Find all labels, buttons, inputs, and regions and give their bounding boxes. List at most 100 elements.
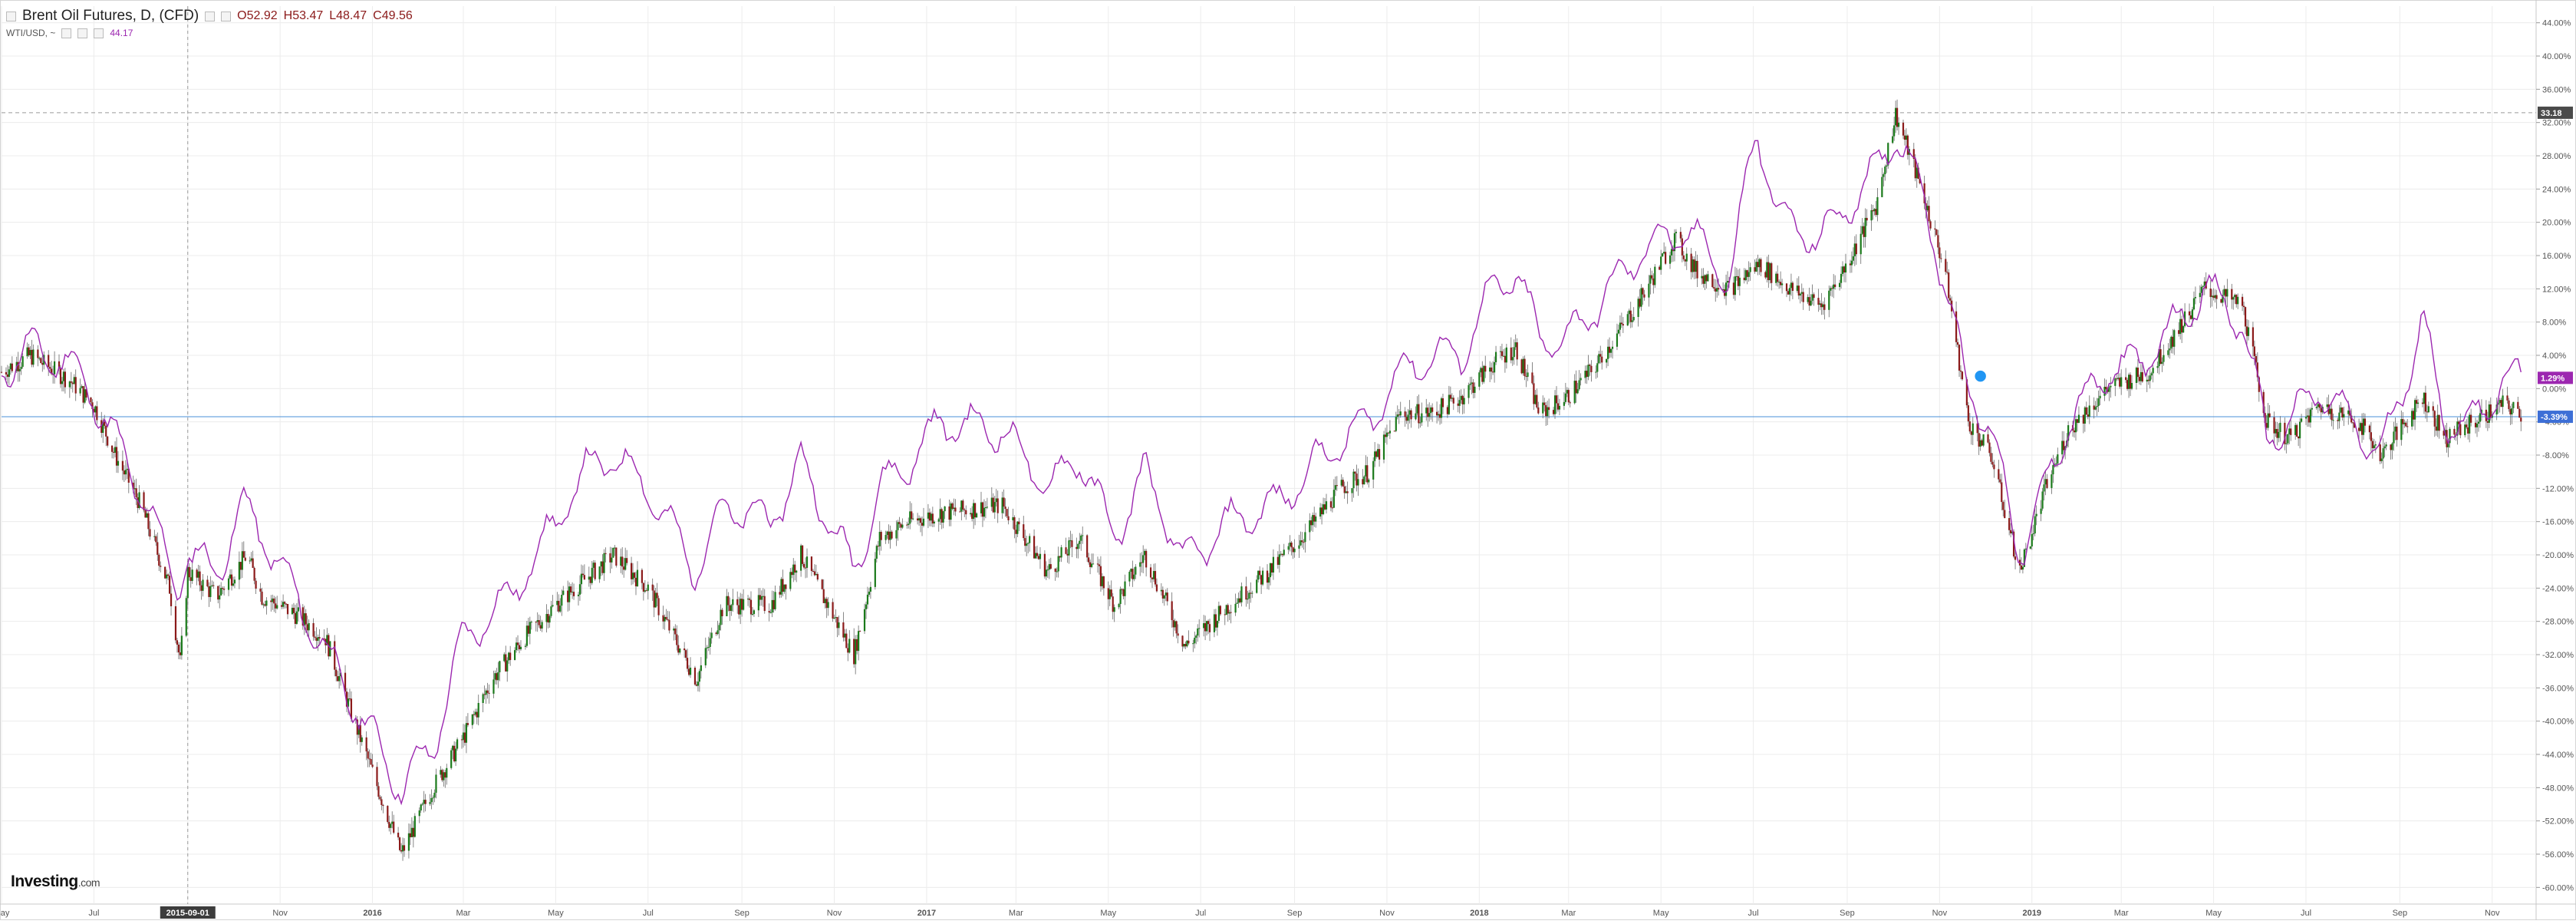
candle-body (488, 692, 490, 694)
candle-body (656, 592, 658, 599)
candle-body (412, 827, 414, 837)
candle-body (440, 770, 442, 775)
candle-body (835, 617, 837, 619)
candle-body (2234, 295, 2236, 298)
candle-body (1732, 282, 1735, 295)
candle-body (1343, 486, 1346, 493)
candle-body (1175, 621, 1178, 634)
candle-body (1036, 553, 1039, 556)
candle-body (1410, 410, 1412, 420)
investing-logo[interactable]: Investing.com (11, 873, 100, 891)
candle-body (791, 572, 793, 576)
candle-body (601, 561, 604, 573)
y-tick-label: -20.00% (2542, 551, 2574, 560)
candle-body (18, 368, 21, 371)
candle-body (423, 800, 425, 804)
candle-body (2296, 424, 2298, 437)
candle-body (74, 377, 77, 394)
candle-body (114, 447, 117, 453)
candle-body (1012, 516, 1014, 520)
candle-body (2120, 377, 2123, 387)
candle-body (2379, 444, 2381, 461)
candle-body (398, 837, 401, 850)
candle-body (1101, 576, 1103, 586)
candle-body (1843, 266, 1846, 273)
collapse-icon[interactable] (6, 11, 16, 21)
candle-body (2394, 426, 2396, 432)
candle-body (2354, 422, 2356, 428)
candle-body (1566, 390, 1568, 394)
candle-body (1468, 384, 1470, 398)
candle-body (20, 366, 22, 369)
candle-body (1259, 570, 1261, 576)
candle-body (1151, 577, 1154, 579)
candle-body (1357, 479, 1359, 486)
x-tick-label: Sep (1287, 909, 1303, 918)
candle-body (1385, 432, 1388, 437)
symbol-title[interactable]: Brent Oil Futures, D, (CFD) (22, 8, 199, 24)
candle-body (1004, 507, 1006, 510)
candle-body (1322, 504, 1325, 515)
candle-body (1207, 621, 1210, 625)
candle-body (2449, 428, 2451, 444)
close-icon[interactable] (221, 11, 232, 21)
candle-body (176, 640, 179, 645)
candle-body (397, 833, 400, 838)
candle-body (1066, 553, 1069, 556)
compare-value: 44.17 (110, 28, 133, 38)
candle-body (1080, 535, 1082, 541)
y-tick-label: 44.00% (2542, 19, 2571, 28)
compare-symbol[interactable]: WTI/USD, ~ (6, 28, 56, 38)
candle-body (334, 641, 336, 670)
candle-body (2326, 404, 2328, 408)
candle-body (1478, 372, 1481, 387)
candle-body (962, 500, 964, 510)
candle-body (1939, 247, 1941, 259)
candle-body (2474, 422, 2477, 427)
candle-body (1849, 263, 1852, 266)
candle-body (2167, 350, 2169, 355)
candle-body (197, 571, 199, 578)
settings-icon[interactable] (77, 28, 88, 38)
candle-body (2396, 426, 2398, 441)
candle-body (1388, 431, 1391, 434)
candle-body (2383, 446, 2386, 449)
candle-body (1214, 614, 1217, 628)
candle-body (1301, 540, 1303, 543)
eye-icon[interactable] (61, 28, 72, 38)
candle-body (1840, 273, 1843, 283)
candle-body (185, 598, 187, 636)
candle-body (2438, 414, 2440, 431)
candle-body (174, 606, 177, 641)
candle-body (1926, 206, 1929, 211)
candle-body (153, 536, 156, 537)
close-icon[interactable] (94, 28, 104, 38)
candle-body (1883, 173, 1885, 177)
candle-body (220, 588, 222, 596)
candle-body (1790, 282, 1793, 289)
price-label-box (2538, 411, 2573, 424)
candle-body (1558, 405, 1561, 410)
candle-body (1499, 351, 1502, 352)
candle-body (1013, 516, 1016, 530)
candle-body (1155, 584, 1158, 592)
candle-body (144, 510, 147, 518)
candle-body (676, 634, 678, 645)
candle-body (17, 361, 19, 371)
settings-icon[interactable] (205, 11, 216, 21)
candle-body (751, 614, 754, 615)
candle-body (757, 595, 759, 611)
candle-body (654, 592, 657, 608)
candle-body (583, 575, 585, 580)
candle-body (856, 639, 858, 652)
candle-body (580, 573, 583, 585)
candle-body (443, 772, 445, 780)
candle-body (104, 421, 106, 426)
candle-body (1088, 557, 1090, 563)
candle-body (1430, 407, 1432, 414)
candle-body (2374, 444, 2377, 446)
candle-body (2466, 424, 2468, 427)
candle-body (2508, 400, 2510, 410)
